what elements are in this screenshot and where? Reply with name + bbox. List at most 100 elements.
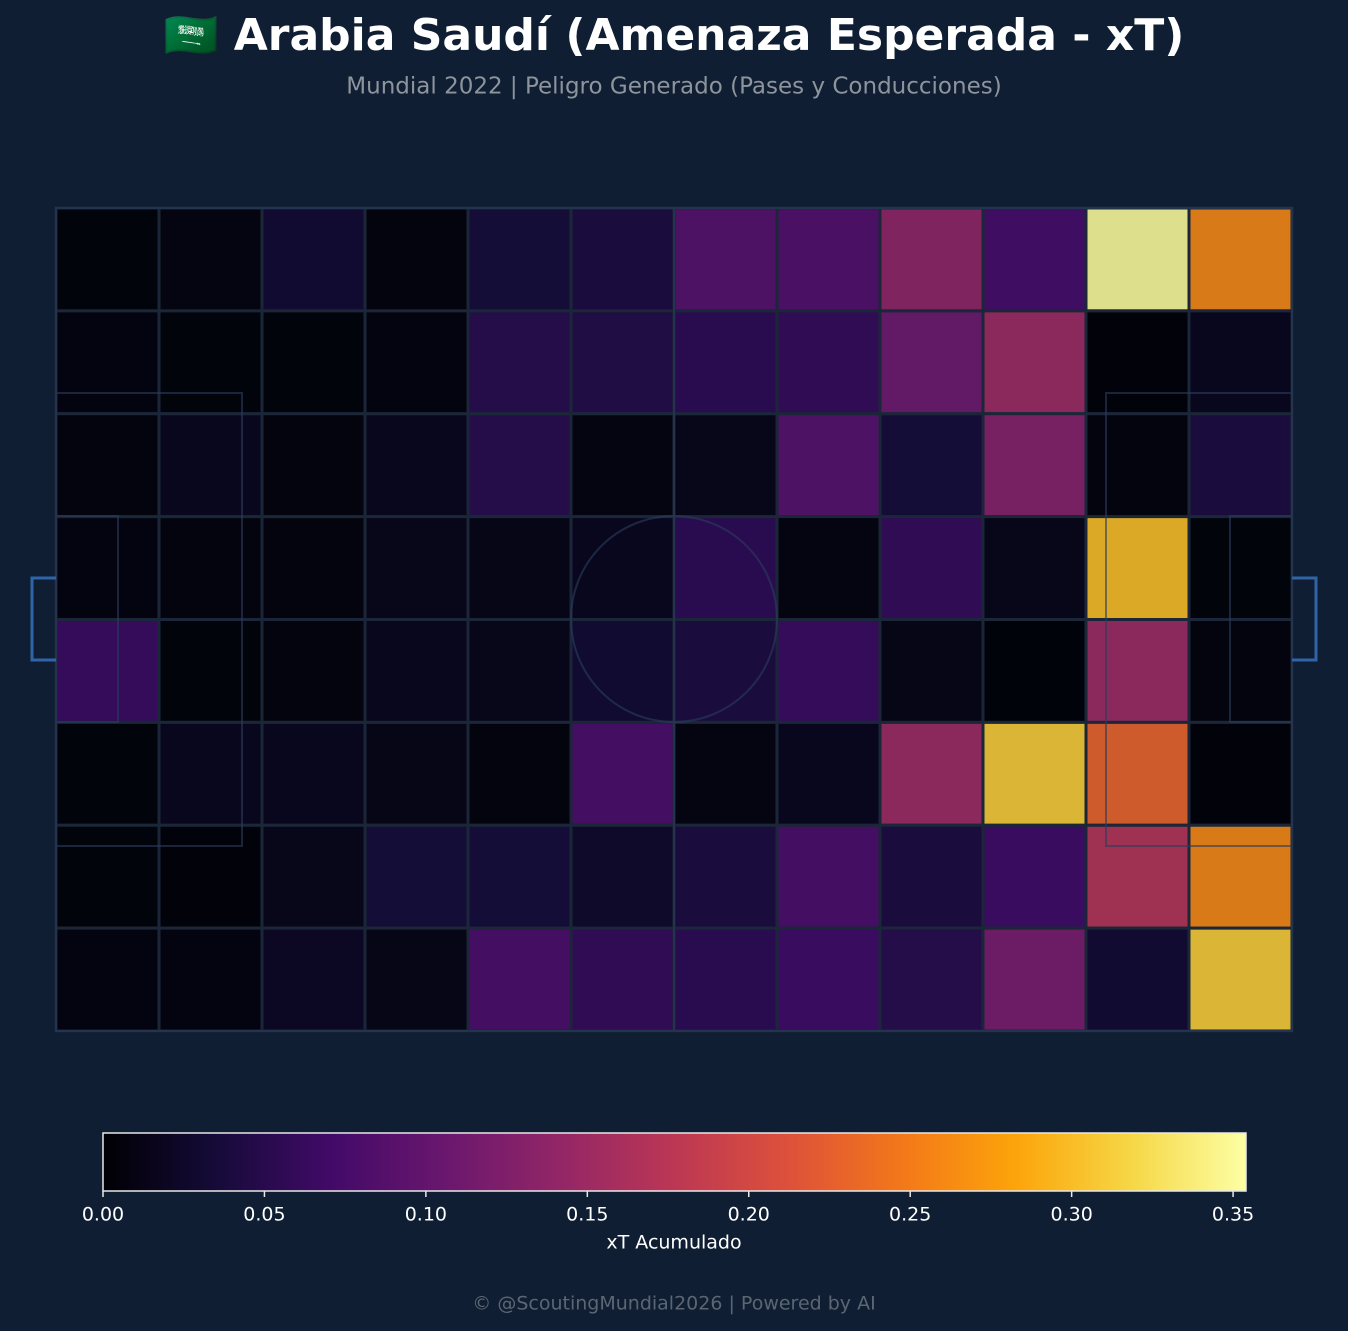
heat-cell: [157, 412, 264, 519]
heat-cell: [1084, 309, 1191, 416]
heat-cell: [981, 412, 1088, 519]
heat-cell: [569, 618, 676, 724]
heat-cell: [672, 720, 779, 827]
heat-cell: [363, 515, 470, 621]
heat-cell: [363, 618, 470, 724]
heat-cell: [775, 618, 882, 724]
heat-cell: [466, 206, 573, 313]
colorbar: [102, 1132, 1247, 1192]
heat-cell: [775, 720, 882, 827]
heat-cell: [1187, 823, 1294, 930]
goals: [30, 576, 1318, 662]
heat-cell: [260, 206, 367, 313]
heat-cell: [54, 720, 161, 827]
heat-cell: [672, 515, 779, 621]
heat-cell: [569, 926, 676, 1033]
heat-cell: [1084, 515, 1191, 621]
heat-cell: [466, 618, 573, 724]
chart-subtitle: Mundial 2022 | Peligro Generado (Pases y…: [346, 74, 1001, 100]
heat-cell: [981, 618, 1088, 724]
colorbar-label: xT Acumulado: [606, 1232, 741, 1254]
heat-cell: [878, 823, 985, 930]
heat-cell: [260, 515, 367, 621]
heat-cell: [466, 515, 573, 621]
heat-cell: [878, 720, 985, 827]
heat-cell: [981, 720, 1088, 827]
heat-cell: [878, 926, 985, 1033]
heat-cell: [157, 823, 264, 930]
heat-cell: [775, 309, 882, 416]
heat-cell: [363, 309, 470, 416]
heat-cell: [569, 206, 676, 313]
heat-cell: [157, 720, 264, 827]
heat-cell: [569, 309, 676, 416]
heat-cell: [466, 823, 573, 930]
heat-cell: [260, 823, 367, 930]
heat-cell: [466, 720, 573, 827]
heat-cell: [569, 720, 676, 827]
heat-cell: [157, 618, 264, 724]
heat-cell: [569, 412, 676, 519]
heat-cell: [878, 515, 985, 621]
heat-cell: [157, 515, 264, 621]
heat-cell: [1187, 515, 1294, 621]
heat-cell: [157, 926, 264, 1033]
heat-cell: [981, 206, 1088, 313]
heat-cell: [672, 206, 779, 313]
heat-cell: [260, 618, 367, 724]
colorbar-tick-label: 0.35: [1212, 1204, 1254, 1226]
heat-cell: [878, 206, 985, 313]
heat-cell: [466, 926, 573, 1033]
heat-cell: [1084, 206, 1191, 313]
colorbar-tick-label: 0.15: [566, 1204, 608, 1226]
heat-cell: [363, 823, 470, 930]
heat-cell: [981, 926, 1088, 1033]
heat-cell: [363, 926, 470, 1033]
pitch-lines: [55, 207, 1293, 1032]
heat-cell: [672, 309, 779, 416]
chart-title: 🇸🇦 Arabia Saudí (Amenaza Esperada - xT): [164, 10, 1185, 61]
heat-cell: [260, 412, 367, 519]
colorbar-tick-label: 0.20: [728, 1204, 770, 1226]
heat-cell: [260, 309, 367, 416]
heat-cell: [878, 412, 985, 519]
heat-cell: [54, 618, 161, 724]
heat-cell: [157, 309, 264, 416]
heat-cell: [672, 412, 779, 519]
colorbar-tick-label: 0.10: [405, 1204, 447, 1226]
colorbar-tick-label: 0.30: [1050, 1204, 1092, 1226]
heat-cell: [466, 309, 573, 416]
heat-cell: [157, 206, 264, 313]
heat-cell: [363, 206, 470, 313]
heat-cell: [1187, 720, 1294, 827]
heat-cell: [775, 206, 882, 313]
colorbar-tick-label: 0.00: [82, 1204, 124, 1226]
heat-cell: [54, 412, 161, 519]
heatmap: [54, 206, 1294, 1033]
heat-cell: [1187, 206, 1294, 313]
heat-cell: [569, 823, 676, 930]
heat-cell: [672, 618, 779, 724]
heat-cell: [878, 618, 985, 724]
heat-cell: [981, 823, 1088, 930]
heat-cell: [1187, 309, 1294, 416]
heat-cell: [1084, 926, 1191, 1033]
heat-cell: [1084, 720, 1191, 827]
heat-cell: [260, 720, 367, 827]
heat-cell: [54, 206, 161, 313]
heat-cell: [1187, 618, 1294, 724]
heat-cell: [54, 823, 161, 930]
heat-cell: [981, 515, 1088, 621]
heat-cell: [672, 823, 779, 930]
heat-cell: [775, 926, 882, 1033]
heat-cell: [1084, 412, 1191, 519]
heat-cell: [672, 926, 779, 1033]
heat-cell: [1187, 926, 1294, 1033]
heat-cell: [775, 515, 882, 621]
heat-cell: [1187, 412, 1294, 519]
heat-cell: [54, 926, 161, 1033]
heat-cell: [1084, 618, 1191, 724]
heat-cell: [363, 720, 470, 827]
